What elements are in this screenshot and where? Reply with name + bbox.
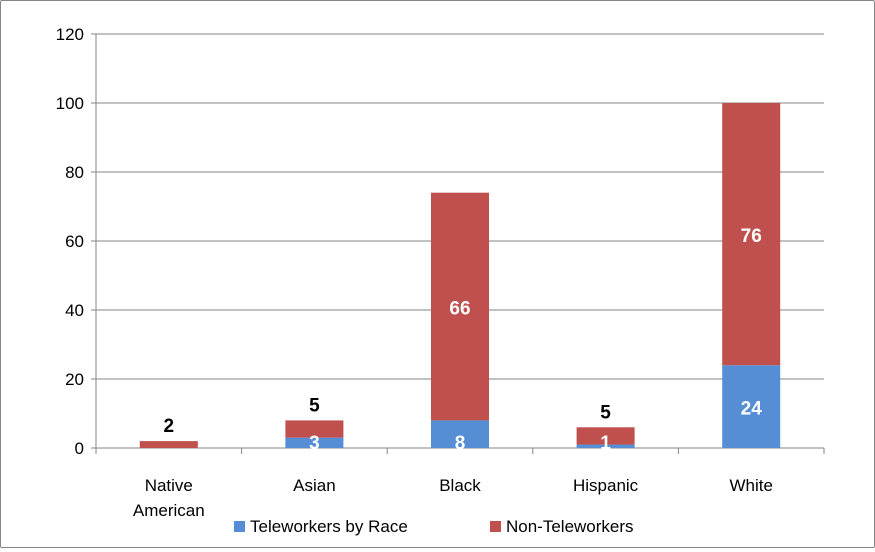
data-label: 76 <box>741 226 762 247</box>
bar-teleworkers <box>722 365 781 448</box>
x-tick-label: Native <box>145 476 193 495</box>
bar-teleworkers <box>285 437 344 448</box>
data-label: 5 <box>600 402 611 423</box>
bar-teleworkers <box>431 420 489 448</box>
y-tick-label: 40 <box>65 301 84 320</box>
x-tick-label: American <box>133 501 205 520</box>
bar-non-teleworkers <box>285 420 344 438</box>
data-label: 5 <box>309 395 320 416</box>
data-label: 24 <box>741 399 763 420</box>
bars <box>139 103 781 448</box>
y-tick-label: 20 <box>65 370 84 389</box>
y-tick-label: 80 <box>65 163 84 182</box>
legend-swatch <box>490 521 501 532</box>
x-tick-label: Asian <box>293 476 336 495</box>
bar-teleworkers <box>576 444 635 448</box>
x-tick-label: Hispanic <box>573 476 639 495</box>
legend-label: Teleworkers by Race <box>250 517 408 536</box>
bar-non-teleworkers <box>722 103 781 366</box>
data-label: 66 <box>449 299 470 320</box>
y-tick-label: 100 <box>56 94 84 113</box>
x-tick-label: Black <box>439 476 481 495</box>
legend: Teleworkers by Race Non-Teleworkers <box>234 517 634 536</box>
legend-label: Non-Teleworkers <box>506 517 634 536</box>
bar-non-teleworkers <box>431 192 489 421</box>
data-label: 8 <box>455 433 466 454</box>
bar-non-teleworkers <box>576 427 635 445</box>
y-tick-label: 0 <box>75 439 84 458</box>
x-tick-label: White <box>729 476 772 495</box>
data-label: 1 <box>600 433 611 454</box>
bar-non-teleworkers <box>139 441 198 448</box>
data-labels: 2 3 5 8 66 1 5 24 76 <box>164 226 763 454</box>
axes: 0 20 40 60 80 100 120 Native American Asian Black H… <box>56 25 825 520</box>
y-tick-label: 60 <box>65 232 84 251</box>
y-tick-label: 120 <box>56 25 84 44</box>
legend-swatch <box>234 521 245 532</box>
data-label: 2 <box>164 416 175 437</box>
data-label: 3 <box>309 433 320 454</box>
